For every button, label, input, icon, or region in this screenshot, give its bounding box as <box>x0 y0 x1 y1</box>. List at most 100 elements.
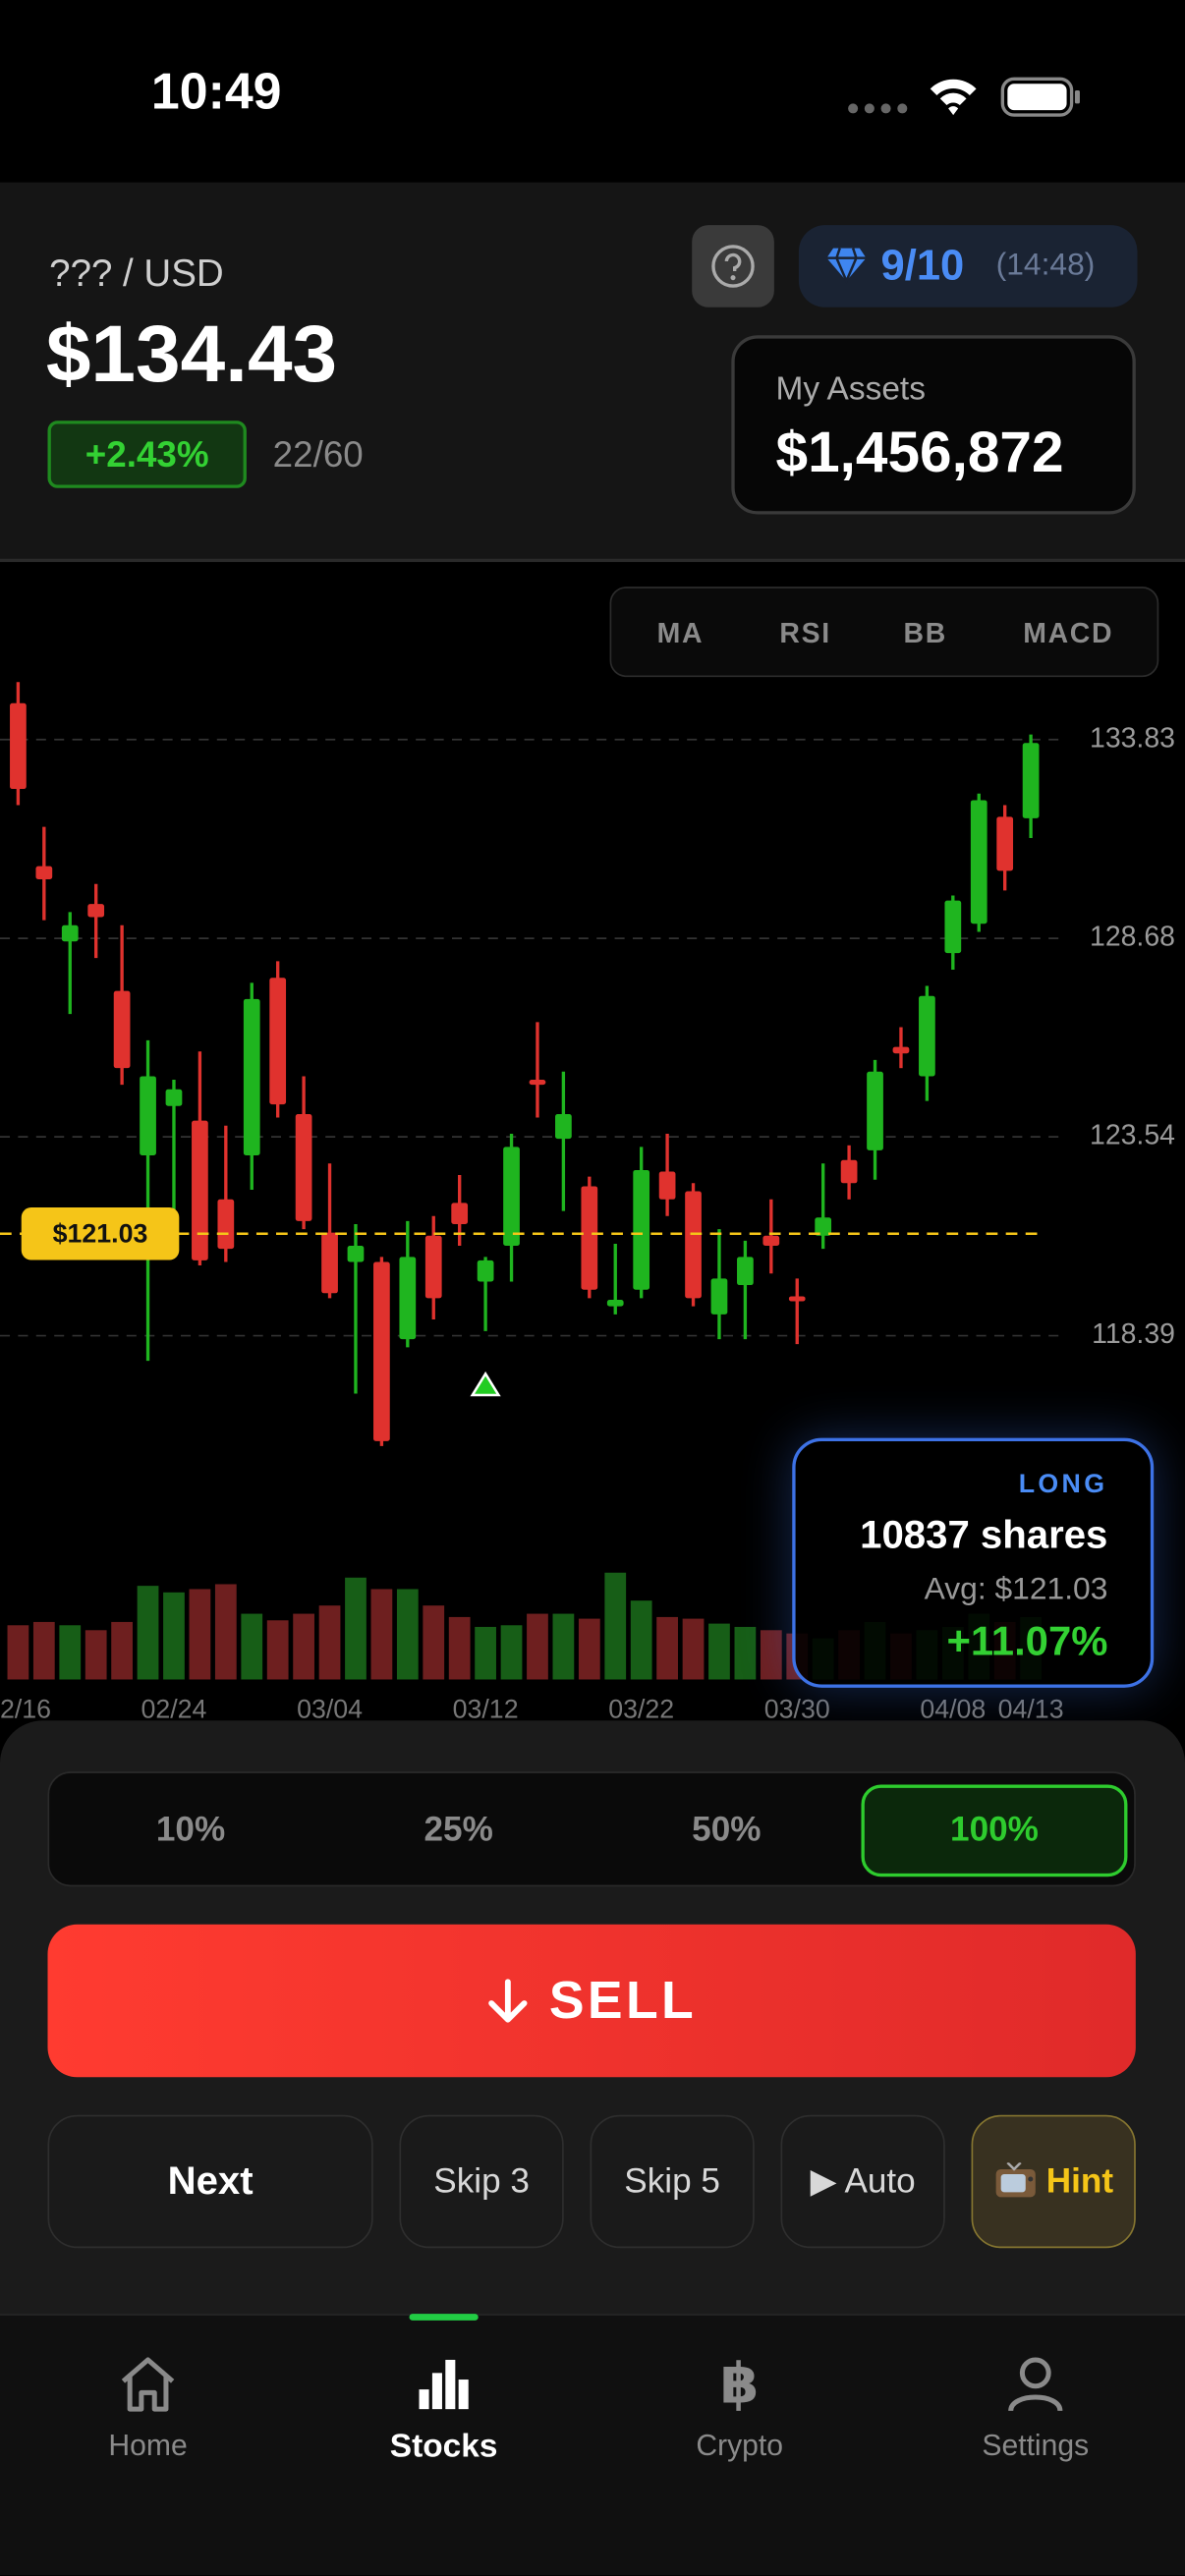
tab[interactable]: Home <box>0 2321 296 2501</box>
sell-arrow <box>488 1978 528 2022</box>
assets-value: $1,456,872 <box>775 420 1064 485</box>
help-button[interactable] <box>692 225 774 308</box>
volume-bar <box>266 1620 289 1680</box>
volume-bar <box>423 1605 445 1680</box>
timer: (14:48) <box>995 248 1096 283</box>
candle-body <box>840 1159 858 1184</box>
volume-bar <box>59 1625 82 1680</box>
volume-bar <box>137 1586 159 1680</box>
x-tick-label: 02/24 <box>141 1694 206 1723</box>
assets-card: My Assets $1,456,872 <box>731 335 1136 515</box>
auto-button[interactable]: ▶ Auto <box>780 2114 945 2249</box>
candle-body <box>424 1235 442 1299</box>
x-tick-label: 03/30 <box>764 1694 830 1723</box>
candle-body <box>61 924 79 942</box>
help-icon <box>711 245 755 288</box>
volume-bar <box>760 1630 782 1680</box>
volume-bar <box>734 1626 757 1680</box>
skip3-button[interactable]: Skip 3 <box>399 2114 564 2249</box>
button-label: Next <box>167 2158 254 2204</box>
gem-icon <box>826 248 867 285</box>
status-time: 10:49 <box>150 62 282 121</box>
candle-body <box>373 1261 390 1441</box>
indicator-button[interactable]: MACD <box>1023 617 1114 648</box>
tab-icon <box>1008 2357 1063 2412</box>
candle-body <box>762 1235 780 1246</box>
tab-label: Crypto <box>696 2429 784 2462</box>
change-badge: +2.43% <box>47 420 247 488</box>
volume-bar <box>293 1613 314 1680</box>
indicator-button[interactable]: MA <box>656 617 705 648</box>
indicator-button[interactable]: BB <box>903 617 947 648</box>
svg-text:฿: ฿ <box>720 2353 760 2416</box>
sell-label: SELL <box>548 1970 698 2030</box>
gems: 9/10 <box>880 240 965 290</box>
x-tick-label: 04/08 <box>920 1694 986 1723</box>
volume-bar <box>448 1616 471 1680</box>
skip5-button[interactable]: Skip 5 <box>590 2114 755 2249</box>
x-tick-label: 03/04 <box>297 1694 363 1723</box>
candle-body <box>503 1147 520 1246</box>
candle-body <box>529 1079 546 1086</box>
candle-body <box>477 1260 494 1282</box>
volume-bar <box>552 1613 575 1680</box>
y-tick-label: 133.83 <box>1090 722 1175 754</box>
y-tick-label: 118.39 <box>1092 1318 1175 1350</box>
tab-label: Settings <box>982 2429 1090 2462</box>
candle-body <box>295 1113 312 1221</box>
y-tick-label: 123.54 <box>1090 1120 1175 1151</box>
candle-body <box>737 1257 754 1286</box>
candle-body <box>113 990 131 1069</box>
x-tick-label: 2/16 <box>0 1694 51 1723</box>
volume-bar <box>370 1589 393 1680</box>
gems-pill[interactable]: 9/10 (14:48) <box>798 225 1138 308</box>
volume-bar <box>396 1589 419 1680</box>
assets-label: My Assets <box>775 371 926 408</box>
tab-icon <box>419 2359 469 2410</box>
volume-bar <box>500 1625 523 1680</box>
volume-bar <box>604 1572 627 1680</box>
volume-bar <box>163 1592 185 1680</box>
progress: 22/60 <box>272 433 364 476</box>
position-card: LONG 10837 shares Avg: $121.03 +11.07% <box>792 1437 1155 1688</box>
volume-bar <box>630 1600 652 1680</box>
tab[interactable]: Stocks <box>296 2321 592 2501</box>
candle-body <box>970 800 988 924</box>
volume-bar <box>7 1625 29 1680</box>
candle-body <box>788 1296 806 1302</box>
candle-body <box>633 1169 650 1290</box>
candle-body <box>243 998 260 1156</box>
pair: ??? / USD <box>49 251 224 295</box>
size-selector: 10% 25% 50% 100% <box>47 1771 1136 1887</box>
size-option[interactable]: 50% <box>692 1811 762 1849</box>
size-option[interactable]: 25% <box>423 1811 493 1849</box>
size-option[interactable]: 10% <box>155 1811 226 1849</box>
volume-bar <box>708 1623 730 1680</box>
candle-body <box>217 1199 235 1250</box>
candle-body <box>944 900 962 954</box>
tab[interactable]: ฿ Crypto <box>592 2321 887 2501</box>
candle-body <box>321 1232 338 1294</box>
candle-body <box>867 1071 883 1150</box>
candle-body <box>658 1171 676 1200</box>
volume-bar <box>318 1605 341 1680</box>
tab-label: Stocks <box>389 2429 498 2466</box>
volume-bar <box>214 1584 237 1680</box>
hint-button[interactable]: Hint <box>971 2114 1136 2249</box>
candle-body <box>451 1203 469 1224</box>
y-tick-label: 128.68 <box>1090 922 1175 953</box>
candle-body <box>996 816 1014 871</box>
button-label: Hint <box>1045 2161 1114 2200</box>
candle-body <box>555 1113 572 1140</box>
candle-body <box>606 1299 624 1307</box>
price-tag-label: $121.03 <box>53 1219 148 1249</box>
next-button[interactable]: Next <box>47 2114 373 2249</box>
x-tick-label: 03/22 <box>608 1694 674 1723</box>
button-label: Skip 3 <box>433 2161 530 2200</box>
volume-bar <box>475 1626 496 1680</box>
tab[interactable]: Settings <box>887 2321 1183 2501</box>
indicator-button[interactable]: RSI <box>779 617 831 648</box>
size-option[interactable]: 100% <box>861 1784 1128 1877</box>
sell-button[interactable]: SELL <box>47 1924 1136 2078</box>
volume-bar <box>32 1621 55 1680</box>
